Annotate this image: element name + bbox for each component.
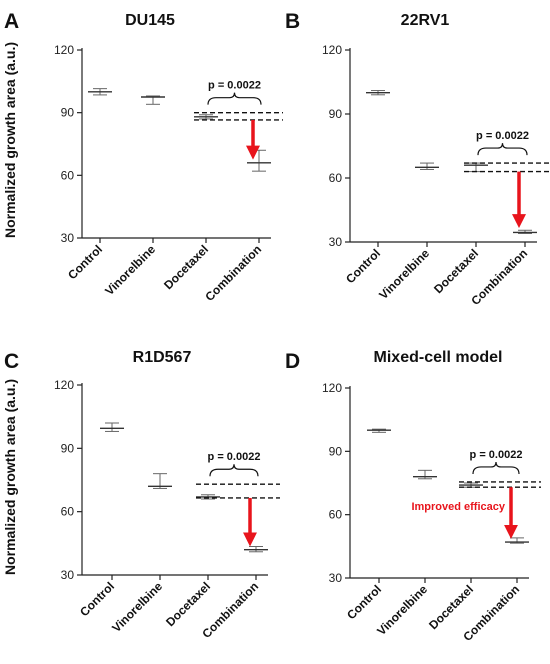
data-point-3 — [513, 229, 537, 234]
y-tick-label: 90 — [61, 106, 75, 120]
y-tick-label: 30 — [61, 231, 75, 245]
y-tick-label: 60 — [329, 508, 343, 522]
data-point-1 — [413, 469, 437, 480]
data-point-0 — [88, 88, 112, 96]
data-point-1 — [415, 162, 439, 170]
panel-letter: A — [4, 10, 19, 33]
y-axis-label: Normalized growth area (a.u.) — [2, 379, 18, 575]
data-point-1 — [141, 95, 165, 105]
y-tick-label: 120 — [54, 43, 74, 57]
x-tick-label: Control — [343, 246, 383, 286]
y-axis-label: Normalized growth area (a.u.) — [2, 42, 18, 238]
data-point-0 — [367, 428, 391, 433]
x-tick-label: Vinorelbine — [109, 579, 165, 635]
significance-bracket — [472, 461, 520, 474]
p-value-label: p = 0.0022 — [208, 80, 261, 92]
panel-title: 22RV1 — [401, 12, 450, 29]
y-tick-label: 60 — [61, 168, 75, 182]
y-tick-label: 120 — [322, 381, 342, 395]
improved-efficacy-label: Improved efficacy — [411, 501, 505, 513]
x-tick-label: Vinorelbine — [102, 242, 158, 298]
x-tick-label: Vinorelbine — [374, 582, 430, 638]
significance-bracket — [477, 143, 528, 156]
y-tick-label: 30 — [329, 571, 343, 585]
x-tick-label: Docetaxel — [431, 246, 481, 296]
panel-letter: C — [4, 350, 19, 373]
panel-d: D Mixed-cell model 30 60 90 120 ControlVinorel… — [285, 349, 541, 644]
x-tick-label: Docetaxel — [163, 579, 213, 629]
data-point-3 — [247, 149, 271, 172]
significance-bracket — [207, 92, 262, 105]
y-tick-label: 60 — [61, 505, 75, 519]
x-tick-label: Combination — [202, 242, 264, 304]
x-tick-label: Control — [344, 582, 384, 622]
p-value-label: p = 0.0022 — [476, 130, 529, 142]
y-tick-label: 120 — [54, 378, 74, 392]
data-point-2 — [464, 162, 488, 173]
data-point-2 — [194, 114, 218, 120]
panel-title: DU145 — [125, 12, 175, 29]
p-value-label: p = 0.0022 — [470, 449, 523, 461]
x-tick-label: Vinorelbine — [376, 246, 432, 302]
y-tick-label: 120 — [322, 43, 342, 57]
data-point-0 — [366, 90, 390, 96]
y-tick-label: 90 — [329, 107, 343, 121]
x-tick-label: Control — [77, 579, 117, 619]
data-point-3 — [244, 546, 268, 553]
panel-c: C R1D567 30 60 90 120 ControlVinorelbineDoceta… — [4, 349, 280, 641]
significance-bracket — [209, 464, 259, 477]
y-tick-label: 60 — [329, 171, 343, 185]
y-tick-label: 30 — [61, 568, 75, 582]
y-tick-label: 90 — [329, 444, 343, 458]
y-tick-label: 90 — [61, 441, 75, 455]
panel-title: R1D567 — [133, 349, 192, 366]
data-point-1 — [148, 473, 172, 489]
x-tick-label: Control — [65, 242, 105, 282]
panel-letter: D — [285, 350, 300, 373]
data-point-2 — [196, 494, 220, 500]
panel-letter: B — [285, 10, 300, 33]
data-point-3 — [505, 537, 529, 544]
panel-title: Mixed-cell model — [374, 349, 503, 366]
p-value-label: p = 0.0022 — [208, 451, 261, 463]
x-tick-label: Docetaxel — [161, 242, 211, 292]
y-tick-label: 30 — [329, 235, 343, 249]
data-point-0 — [100, 422, 124, 432]
